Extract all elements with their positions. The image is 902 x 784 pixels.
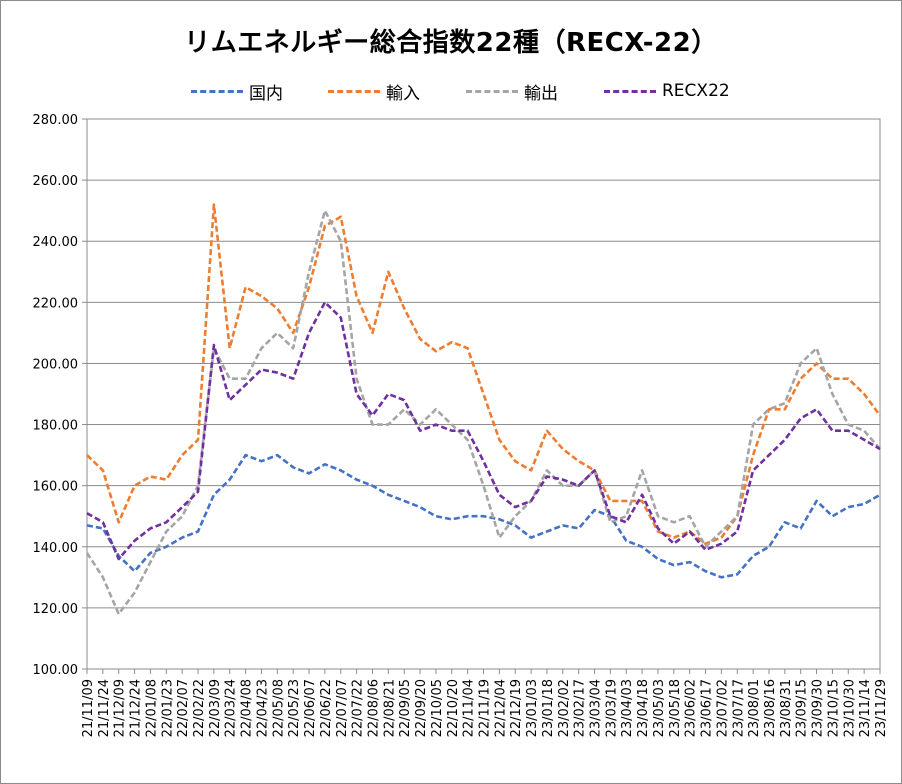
legend-label-import: 輸入	[386, 83, 420, 104]
x-tick-label: 22/09/05	[398, 679, 413, 737]
x-tick-label: 22/05/23	[287, 679, 302, 737]
x-tick-label: 22/06/22	[319, 679, 334, 737]
x-tick-label: 23/06/17	[700, 679, 715, 737]
y-tick-label: 180.00	[33, 419, 79, 434]
x-tick-label: 22/11/04	[462, 679, 477, 737]
y-tick-label: 120.00	[33, 602, 79, 617]
x-tick-label: 21/12/09	[113, 679, 128, 737]
x-tick-label: 23/09/15	[795, 679, 810, 737]
y-tick-label: 140.00	[33, 541, 79, 556]
legend-item-import: 輸入	[328, 78, 420, 104]
x-tick-label: 22/05/08	[271, 679, 286, 737]
x-tick-label: 23/03/19	[604, 679, 619, 737]
x-tick-label: 23/10/30	[842, 679, 857, 737]
x-tick-label: 23/09/30	[811, 679, 826, 737]
legend-item-domestic: 国内	[191, 78, 283, 104]
x-tick-label: 23/08/31	[779, 679, 794, 737]
x-tick-label: 23/01/18	[541, 679, 556, 737]
plot-area	[86, 118, 881, 670]
x-tick-label: 23/01/03	[525, 679, 540, 737]
x-tick-label: 23/03/04	[589, 679, 604, 737]
x-tick-label: 23/11/14	[858, 679, 873, 737]
x-tick-label: 22/07/07	[335, 679, 350, 737]
x-tick-label: 21/11/09	[81, 679, 96, 737]
x-tick-label: 23/11/29	[874, 679, 889, 737]
legend-swatch-export	[466, 89, 518, 93]
legend-label-recx22: RECX22	[662, 81, 730, 101]
x-tick-label: 22/04/23	[255, 679, 270, 737]
x-tick-label: 23/05/18	[668, 679, 683, 737]
series-line-domestic	[86, 453, 881, 579]
legend-swatch-import	[328, 89, 380, 93]
legend-swatch-domestic	[191, 89, 243, 93]
x-tick-label: 23/06/02	[684, 679, 699, 737]
x-tick-label: 23/02/17	[573, 679, 588, 737]
x-tick-label: 22/07/22	[351, 679, 366, 737]
y-tick-label: 200.00	[33, 357, 79, 372]
x-tick-label: 23/07/02	[715, 679, 730, 737]
x-tick-label: 22/11/19	[478, 679, 493, 737]
y-tick-label: 100.00	[33, 663, 79, 678]
x-tick-label: 22/08/21	[382, 679, 397, 737]
chart-title: リムエネルギー総合指数22種（RECX-22）	[184, 28, 718, 58]
x-tick-label: 21/12/24	[129, 679, 144, 737]
x-tick-label: 22/10/05	[430, 679, 445, 737]
y-tick-label: 260.00	[33, 174, 79, 189]
x-tick-label: 23/04/18	[636, 679, 651, 737]
x-tick-label: 23/05/03	[652, 679, 667, 737]
x-tick-label: 22/02/07	[176, 679, 191, 737]
x-tick-label: 23/02/02	[557, 679, 572, 737]
legend-item-export: 輸出	[466, 78, 558, 104]
legend: 国内 輸入 輸出 RECX22	[0, 78, 902, 104]
x-tick-label: 22/02/22	[192, 679, 207, 737]
x-tick-label: 23/08/16	[763, 679, 778, 737]
series-line-recx22	[86, 300, 881, 561]
series-line-import	[86, 203, 882, 546]
x-tick-label: 22/01/08	[144, 679, 159, 737]
x-tick-label: 23/10/15	[826, 679, 841, 737]
x-tick-label: 22/12/19	[509, 679, 524, 737]
x-tick-label: 22/04/08	[240, 679, 255, 737]
x-tick-label: 22/01/23	[160, 679, 175, 737]
x-tick-label: 22/08/06	[366, 679, 381, 737]
x-tick-label: 21/11/24	[97, 679, 112, 737]
x-tick-label: 23/04/03	[620, 679, 635, 737]
legend-label-domestic: 国内	[249, 83, 283, 104]
x-tick-label: 22/03/24	[224, 679, 239, 737]
x-tick-label: 23/07/17	[731, 679, 746, 737]
y-tick-label: 240.00	[33, 235, 79, 250]
legend-swatch-recx22	[604, 89, 656, 93]
x-tick-label: 22/10/20	[446, 679, 461, 737]
x-tick-label: 22/06/07	[303, 679, 318, 737]
x-tick-label: 23/08/01	[747, 679, 762, 737]
legend-label-export: 輸出	[524, 83, 558, 104]
y-tick-label: 160.00	[33, 480, 79, 495]
y-tick-label: 220.00	[33, 296, 79, 311]
legend-item-recx22: RECX22	[604, 78, 730, 104]
x-tick-label: 22/12/04	[493, 679, 508, 737]
series-line-export	[85, 209, 881, 616]
x-tick-label: 22/03/09	[208, 679, 223, 737]
x-tick-label: 22/09/20	[414, 679, 429, 737]
y-tick-label: 280.00	[33, 113, 79, 128]
